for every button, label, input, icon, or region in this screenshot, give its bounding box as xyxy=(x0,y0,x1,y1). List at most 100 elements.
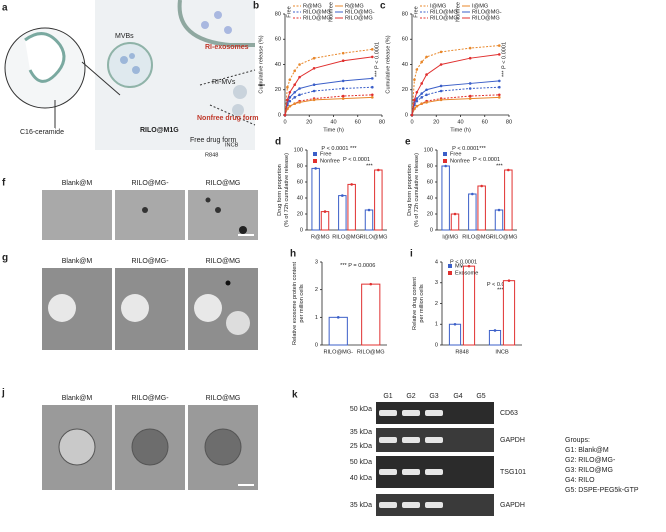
point xyxy=(341,59,345,63)
point xyxy=(341,51,345,55)
point xyxy=(425,93,428,97)
point xyxy=(415,97,419,100)
legend-label: Free xyxy=(450,151,462,157)
point xyxy=(439,98,443,102)
diagram-label: Nonfree drug form xyxy=(197,115,258,122)
y-tick-label: 40 xyxy=(402,62,408,68)
point xyxy=(468,82,472,85)
micrograph-label: RILO@MG xyxy=(206,258,241,265)
point xyxy=(439,63,443,66)
point xyxy=(420,82,424,85)
lane-label: G5 xyxy=(476,393,485,400)
bar xyxy=(328,316,348,346)
legend-group: Nonfree xyxy=(455,2,461,22)
marker-label: 35 kDa xyxy=(350,502,372,509)
legend-swatch xyxy=(313,152,317,156)
x-tick-label: RILO@MG xyxy=(360,234,388,240)
point xyxy=(288,104,292,108)
point xyxy=(415,104,419,108)
point xyxy=(371,55,374,59)
point xyxy=(288,78,292,81)
band xyxy=(402,469,420,475)
micrograph xyxy=(42,190,112,240)
bar xyxy=(494,209,504,231)
mvb xyxy=(107,42,153,88)
bar xyxy=(374,169,383,231)
group-label: G2: RILO@MG- xyxy=(565,457,616,464)
panel-label: j xyxy=(1,388,5,399)
diagram-label: RI-MVs xyxy=(212,79,236,86)
point xyxy=(293,102,297,105)
annotation: *** xyxy=(496,163,503,169)
vesicle xyxy=(121,294,149,322)
vesicle xyxy=(226,311,250,335)
band xyxy=(379,410,397,416)
annotation: P < 0.0001 xyxy=(473,157,500,163)
band xyxy=(379,437,397,443)
point xyxy=(312,89,316,93)
point xyxy=(498,85,501,89)
y-axis-label: Drug form proportion xyxy=(407,164,413,216)
band xyxy=(425,502,443,508)
panel-label: c xyxy=(380,1,386,12)
x-tick-label: INCB xyxy=(495,349,509,355)
y-tick-label: 3 xyxy=(435,280,438,286)
x-axis-label: Time (h) xyxy=(323,127,344,133)
series-line xyxy=(284,77,373,116)
point xyxy=(498,53,501,56)
y-tick-label: 0 xyxy=(405,112,408,118)
y-axis-label: Drug form proportion xyxy=(277,164,283,216)
y-axis-label: per million cells xyxy=(419,284,425,322)
bar xyxy=(364,209,374,231)
y-axis-label: Cumulative release (%) xyxy=(258,35,264,93)
panel-label: e xyxy=(405,137,411,148)
micrograph-label: Blank@M xyxy=(62,258,93,265)
x-tick-label: 80 xyxy=(506,119,512,125)
point xyxy=(480,184,483,188)
point xyxy=(371,85,374,89)
point xyxy=(341,79,345,83)
micrograph-label: RILO@MG xyxy=(206,180,241,187)
groups-title: Groups: xyxy=(565,437,590,444)
band xyxy=(425,437,443,443)
point xyxy=(468,46,472,50)
legend-label: RILO@MG xyxy=(345,15,373,21)
point xyxy=(425,55,428,59)
particle xyxy=(142,207,148,213)
point xyxy=(298,63,301,66)
x-tick-label: RILO@MG xyxy=(357,349,385,355)
diagram-label: INCB xyxy=(225,142,239,148)
point xyxy=(371,48,374,51)
legend-label: RILO@MG- xyxy=(303,9,333,15)
bar xyxy=(338,195,347,231)
y-tick-label: 0 xyxy=(435,342,438,348)
y-tick-label: 1 xyxy=(315,315,318,321)
legend-label: I@MG xyxy=(430,3,446,9)
series-line xyxy=(411,53,500,116)
diagram-label: MVBs xyxy=(115,33,134,40)
y-axis-label: per million cells xyxy=(299,284,305,322)
protein-label: GAPDH xyxy=(500,502,525,509)
point xyxy=(453,322,457,326)
micrograph xyxy=(188,190,258,240)
band xyxy=(402,437,420,443)
series-line xyxy=(411,96,500,116)
series-line xyxy=(284,96,373,116)
point xyxy=(420,102,424,105)
vesicle xyxy=(131,428,169,466)
point xyxy=(493,329,497,332)
x-tick-label: RILO@MG- xyxy=(323,349,353,355)
annotation: P < 0.0001*** xyxy=(452,146,486,152)
point xyxy=(314,167,317,170)
membrane xyxy=(177,0,255,47)
marker-label: 40 kDa xyxy=(350,475,372,482)
protein-label: TSG101 xyxy=(500,469,526,476)
x-tick-label: R848 xyxy=(455,349,468,355)
panel-label: d xyxy=(275,137,281,148)
point xyxy=(468,97,472,100)
vesicle xyxy=(48,294,76,322)
bar xyxy=(361,283,381,346)
point xyxy=(415,90,419,94)
y-tick-label: 0 xyxy=(315,342,318,348)
